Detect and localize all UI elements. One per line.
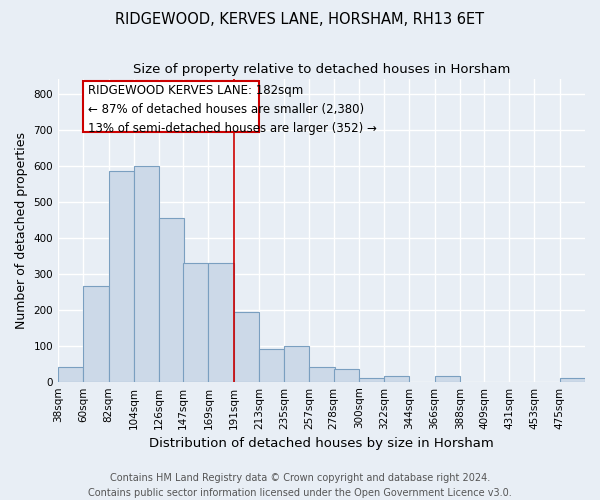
Bar [334,369,359,382]
Bar [83,81,259,132]
Bar [159,218,184,382]
Bar [560,378,585,382]
Text: Contains HM Land Registry data © Crown copyright and database right 2024.
Contai: Contains HM Land Registry data © Crown c… [88,472,512,498]
Text: RIDGEWOOD, KERVES LANE, HORSHAM, RH13 6ET: RIDGEWOOD, KERVES LANE, HORSHAM, RH13 6E… [115,12,485,28]
Bar [359,378,384,382]
Title: Size of property relative to detached houses in Horsham: Size of property relative to detached ho… [133,62,510,76]
Bar [109,171,134,382]
Bar [233,312,259,382]
Bar [284,346,310,382]
Bar [134,166,159,382]
Bar [384,376,409,382]
Bar [183,263,208,382]
Y-axis label: Number of detached properties: Number of detached properties [15,132,28,329]
Bar [259,350,284,382]
X-axis label: Distribution of detached houses by size in Horsham: Distribution of detached houses by size … [149,437,494,450]
Bar [310,368,335,382]
Bar [58,368,83,382]
Text: RIDGEWOOD KERVES LANE: 182sqm
← 87% of detached houses are smaller (2,380)
13% o: RIDGEWOOD KERVES LANE: 182sqm ← 87% of d… [88,84,377,135]
Bar [434,376,460,382]
Bar [208,263,233,382]
Bar [83,286,109,382]
